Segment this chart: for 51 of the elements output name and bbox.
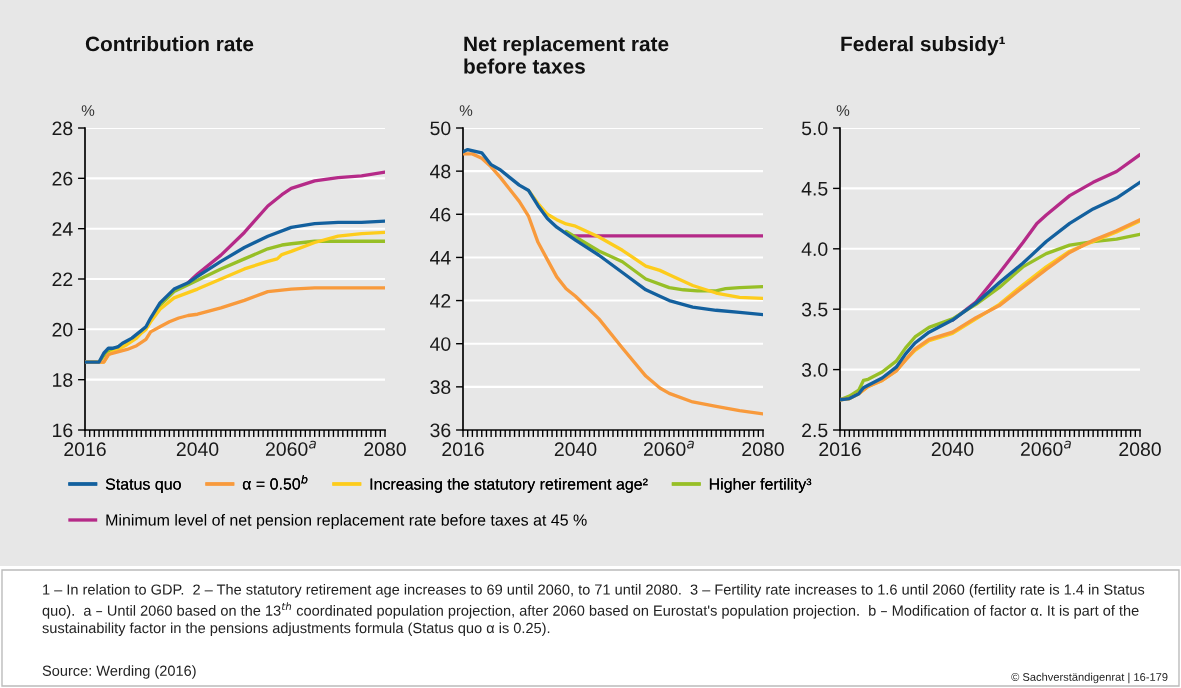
y-tick-label: 38 [430, 380, 451, 395]
y-tick-label: 48 [430, 164, 451, 179]
y-tick-label: 26 [52, 171, 73, 186]
line-series [463, 147, 763, 317]
line-series [564, 229, 763, 293]
line-series [840, 180, 1140, 402]
y-tick-label: 20 [52, 322, 73, 337]
y-tick-label: 3.0 [801, 363, 828, 377]
y-tick-label: 22 [52, 272, 73, 287]
x-tick-label: 2060$^{a}$ [643, 440, 694, 456]
chart-title: Net replacement rate before taxes [464, 36, 669, 74]
text: © Sachverständigenrat | 16-179 [1011, 672, 1168, 684]
x-tick-label: 2080 [364, 442, 406, 457]
y-tick-label: 16 [53, 423, 73, 438]
y-axis-title: % [81, 105, 95, 116]
y-axis-title: % [459, 105, 473, 116]
y-tick-label: 44 [430, 251, 451, 265]
y-tick-label: 2.5 [802, 423, 828, 438]
y-tick-label: 42 [430, 294, 451, 308]
legend-label: Status quo [105, 478, 181, 493]
source-note: Source: Werding (2016) [42, 665, 196, 679]
line-series [463, 152, 763, 416]
x-tick-label: 2016 [442, 442, 484, 457]
chart-title: Contribution rate [85, 36, 254, 52]
y-tick-label: 50 [430, 121, 451, 136]
y-tick-label: 24 [52, 222, 73, 236]
y-tick-label: 3.5 [801, 302, 828, 317]
x-tick-label: 2016 [819, 442, 861, 457]
y-axis-title: % [836, 105, 850, 116]
y-tick-label: 36 [430, 423, 451, 438]
x-tick-label: 2060$^{a}$ [1020, 440, 1071, 456]
legend-label: Increasing the statutory retirement age² [370, 478, 648, 493]
legend-label: α = 0.50$^{b}$ [242, 474, 308, 490]
x-tick-label: 2060$^{a}$ [265, 440, 316, 456]
y-tick-label: 46 [430, 207, 451, 222]
y-tick-label: 40 [430, 337, 451, 351]
y-tick-label: 18 [53, 373, 73, 387]
legend-label: Minimum level of net pension replacement rate before taxes at 45 % [106, 514, 587, 529]
x-tick-label: 2080 [742, 442, 784, 457]
x-tick-label: 2016 [64, 442, 106, 457]
y-tick-label: 4.5 [801, 182, 828, 196]
y-tick-label: 5.0 [801, 121, 828, 136]
x-tick-label: 2040 [554, 442, 597, 457]
text: 1 – In relation to GDP. 2 – The statutory retirement age increases to 69 until 2060, to 71 until 2080. 3 – Fertility rate increases to 1.6 until 2060 (fertility rate is 1.4 in Status quo). a – Until 2060 based on the 13$^{th}$ coordinated population projection, after 2060 based on Eurostat's population projection. b – Modification of factor α. It is part of the sustainability factor in the pensions adjustments formula (Status quo α is 0.25). [42, 584, 1145, 637]
x-tick-label: 2040 [176, 442, 219, 457]
x-tick-label: 2040 [931, 442, 974, 457]
y-tick-label: 4.0 [801, 242, 828, 257]
legend-label: Higher fertility³ [709, 478, 812, 493]
chart-title: Federal subsidy¹ [841, 36, 1005, 56]
x-tick-label: 2080 [1119, 442, 1161, 457]
y-tick-label: 28 [52, 121, 73, 136]
